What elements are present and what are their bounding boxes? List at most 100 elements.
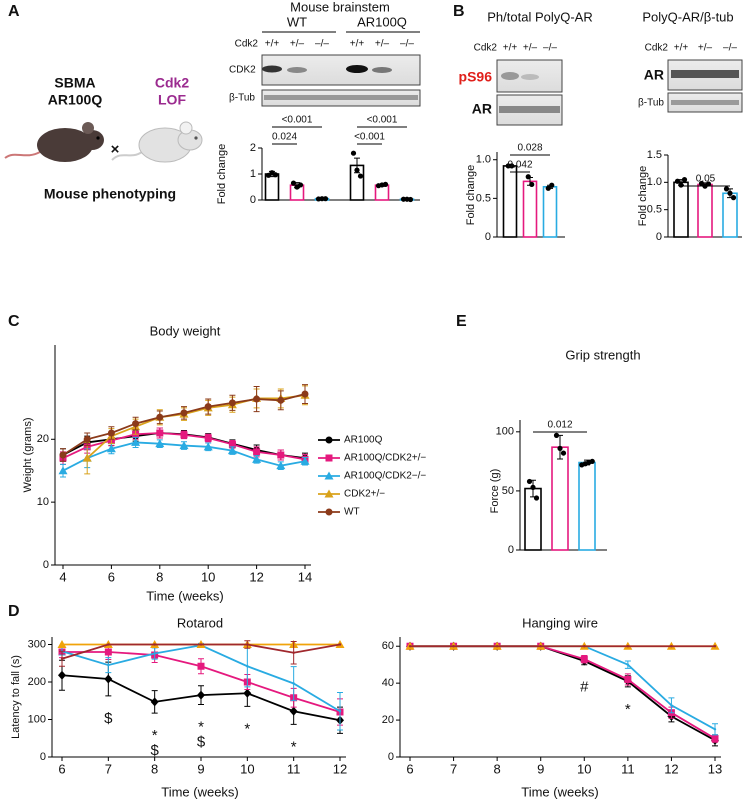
annotation: $: [150, 742, 159, 759]
data-point: [180, 431, 188, 439]
x-axis-label: Time (weeks): [521, 784, 599, 799]
data-point: [203, 442, 213, 451]
data-point: [297, 182, 304, 188]
data-point: [495, 645, 499, 648]
y-tick-label: 0: [43, 559, 49, 571]
p-value: 0.024: [272, 132, 297, 143]
y-tick-label: 2: [250, 142, 256, 154]
data-point: [204, 434, 212, 442]
blot-row-label: AR: [644, 67, 664, 83]
x-tick-label: 14: [298, 569, 312, 584]
data-point: [509, 163, 515, 169]
data-point: [711, 735, 719, 743]
x-tick-label: 6: [108, 569, 115, 584]
x-tick-label: 13: [708, 761, 722, 776]
data-point: [204, 403, 212, 411]
strain-label: SBMA: [54, 75, 95, 91]
bar: [502, 165, 518, 238]
data-point: [153, 652, 156, 655]
annotation: *: [291, 738, 297, 755]
y-tick-label: 0: [250, 194, 256, 206]
series-line: [410, 645, 716, 740]
x-tick-label: 12: [333, 761, 347, 776]
data-point: [57, 640, 67, 648]
mouse-light: [111, 121, 203, 163]
data-point: [583, 645, 586, 648]
data-point: [252, 454, 262, 463]
blot-row-label: CDK2: [229, 65, 256, 76]
x-tick-label: 6: [58, 761, 65, 776]
annotation: *: [625, 701, 631, 718]
data-point: [539, 645, 542, 648]
data-point: [156, 429, 164, 437]
bar: [264, 173, 280, 201]
data-point: [155, 439, 165, 448]
blot-image: [667, 59, 743, 113]
bar: [673, 181, 689, 238]
bar: [551, 446, 569, 551]
legend-label: WT: [344, 507, 360, 518]
knockout-label: LOF: [158, 92, 186, 108]
chart-title: Grip strength: [565, 347, 640, 362]
data-point: [179, 441, 189, 450]
y-axis-label: Latency to fall (s): [10, 655, 22, 739]
p-value: 0.012: [547, 420, 572, 431]
legend-marker: [325, 454, 333, 462]
data-point: [106, 444, 116, 453]
y-tick-label: 10: [37, 496, 49, 508]
data-point: [354, 167, 360, 173]
annotation: *: [152, 727, 158, 744]
data-point: [82, 453, 92, 462]
chart-title: Hanging wire: [522, 615, 598, 630]
annotation: *: [198, 718, 204, 735]
data-point: [246, 643, 249, 646]
data-point: [350, 150, 357, 156]
data-point: [545, 185, 551, 191]
data-point: [678, 182, 684, 188]
y-tick-label: 0: [388, 751, 394, 763]
p-value: <0.001: [354, 132, 385, 143]
blot-title: Mouse brainstem: [290, 0, 390, 14]
x-tick-label: 7: [105, 761, 112, 776]
data-point: [58, 670, 66, 680]
data-point: [153, 643, 156, 646]
data-point: [338, 710, 342, 713]
y-tick-label: 0: [656, 231, 662, 243]
p-value: 0.05: [696, 174, 716, 185]
data-point: [59, 451, 67, 459]
x-tick-label: 10: [201, 569, 215, 584]
data-point: [530, 484, 536, 490]
data-point: [292, 682, 295, 685]
data-point: [107, 663, 110, 667]
y-tick-label: 20: [37, 433, 49, 445]
legend-marker: [324, 471, 334, 480]
y-axis-label: Fold change: [216, 144, 228, 205]
y-axis-label: Weight (grams): [22, 418, 34, 493]
chart-title: Body weight: [150, 323, 221, 338]
data-point: [557, 445, 563, 451]
data-point: [698, 180, 705, 187]
data-point: [197, 662, 205, 670]
x-axis-label: Time (weeks): [146, 588, 224, 603]
blot-title: Ph/total PolyQ-AR: [487, 9, 593, 24]
y-tick-label: 100: [28, 713, 46, 725]
annotation: #: [580, 679, 589, 696]
data-point: [730, 195, 737, 201]
y-tick-label: 1.5: [647, 149, 662, 161]
x-tick-label: 8: [151, 761, 158, 776]
panel-label: D: [8, 603, 20, 620]
data-point: [549, 182, 555, 188]
y-tick-label: 40: [382, 677, 394, 689]
panel-label: C: [8, 313, 20, 330]
legend-marker: [325, 508, 333, 516]
data-point: [156, 413, 164, 421]
data-point: [131, 437, 141, 446]
y-tick-label: 60: [382, 640, 394, 652]
data-point: [107, 429, 115, 437]
data-point: [272, 172, 279, 178]
y-axis-label: Fold change: [637, 166, 649, 227]
y-tick-label: 1: [250, 168, 256, 180]
p-value: <0.001: [282, 115, 313, 126]
x-tick-label: 9: [197, 761, 204, 776]
